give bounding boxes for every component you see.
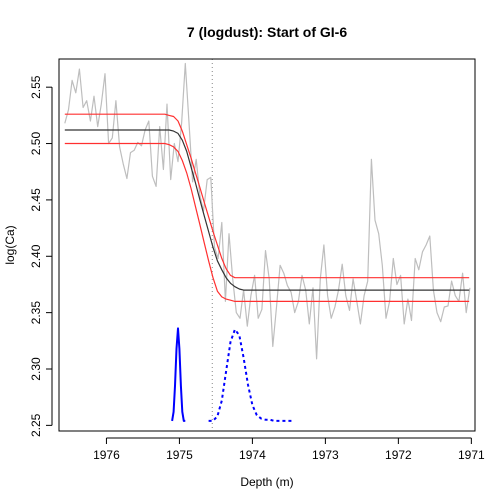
series-fit <box>64 129 470 291</box>
x-tick-label: 1975 <box>166 448 193 462</box>
plot-area <box>64 59 471 431</box>
y-tick-label: 2.25 <box>29 413 43 437</box>
series-upper-bound <box>64 113 470 279</box>
x-axis-label: Depth (m) <box>240 475 293 489</box>
y-axis: 2.25 2.30 2.35 2.40 2.45 2.50 2.55 <box>29 75 53 437</box>
x-tick-label: 1973 <box>312 448 339 462</box>
y-tick-label: 2.55 <box>29 75 43 99</box>
y-tick-label: 2.45 <box>29 188 43 212</box>
y-tick-label: 2.40 <box>29 244 43 268</box>
series-density-dotted <box>208 328 292 422</box>
x-tick-label: 1976 <box>93 448 120 462</box>
series-lower-bound <box>64 142 470 302</box>
plot-frame <box>58 58 476 432</box>
x-tick-label: 1972 <box>385 448 412 462</box>
y-tick-label: 2.50 <box>29 132 43 156</box>
x-tick-label: 1971 <box>458 448 485 462</box>
series-density-solid <box>171 327 186 422</box>
y-axis-label: log(Ca) <box>3 225 17 264</box>
x-tick-label: 1974 <box>239 448 266 462</box>
chart-title: 7 (logdust): Start of GI-6 <box>187 24 347 40</box>
y-tick-label: 2.30 <box>29 357 43 381</box>
y-tick-label: 2.35 <box>29 301 43 325</box>
x-axis: 1976 1975 1974 1973 1972 1971 <box>93 437 485 462</box>
series-observations <box>64 62 471 360</box>
